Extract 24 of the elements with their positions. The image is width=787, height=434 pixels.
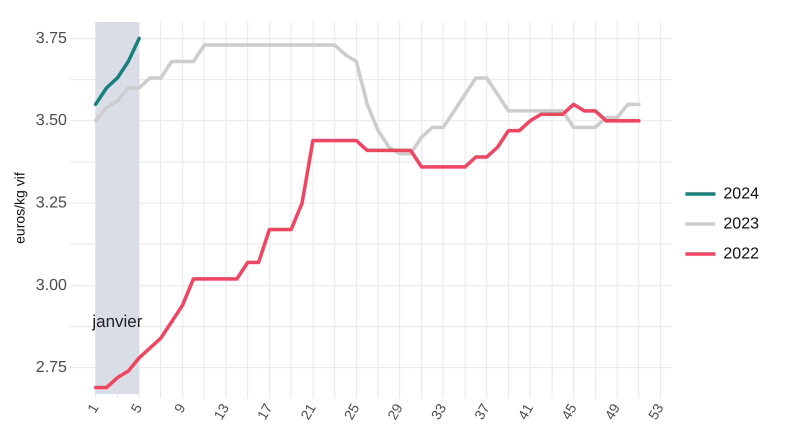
y-tick-label: 3.00	[36, 276, 68, 294]
x-tick-label: 45	[558, 400, 580, 422]
y-axis-title: euros/kg vif	[11, 172, 28, 244]
x-tick-label: 13	[210, 400, 232, 422]
x-tick-label: 37	[471, 400, 493, 422]
legend-label: 2022	[723, 245, 760, 262]
y-tick-label: 3.50	[36, 112, 68, 130]
x-tick-label: 17	[254, 400, 276, 422]
legend-label: 2024	[723, 185, 760, 202]
x-tick-label: 29	[384, 400, 406, 422]
x-tick-label: 5	[127, 400, 146, 416]
x-tick-label: 41	[514, 400, 536, 422]
x-tick-label: 49	[601, 400, 624, 422]
y-tick-label: 3.75	[36, 30, 68, 47]
x-tick-label: 1	[84, 400, 102, 416]
y-tick-label: 2.75	[36, 359, 68, 376]
legend-label: 2023	[723, 215, 760, 232]
x-tick-label: 33	[428, 400, 450, 422]
x-tick-label: 25	[340, 400, 362, 422]
x-tick-label: 53	[644, 400, 667, 422]
y-tick-label: 3.25	[36, 194, 68, 212]
x-tick-label: 21	[297, 400, 319, 422]
band-label: janvier	[91, 312, 143, 332]
x-tick-label: 9	[170, 400, 189, 416]
